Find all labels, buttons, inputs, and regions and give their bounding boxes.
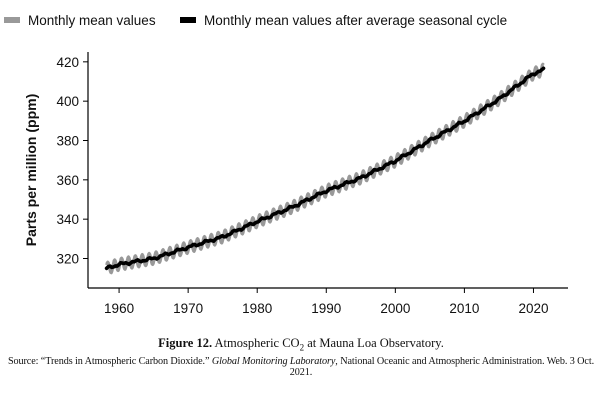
y-axis-label: Parts per million (ppm) [23,94,39,246]
figure-caption: Figure 12. Atmospheric CO2 at Mauna Loa … [0,336,602,353]
x-tick-label: 1960 [104,301,134,316]
figure-title-start: Atmospheric CO [214,336,300,350]
x-tick-label: 2000 [380,301,410,316]
y-tick-label: 360 [56,173,79,188]
plot-area [104,62,546,275]
y-tick-label: 400 [56,94,79,109]
series-seasonal-adjusted-line [104,66,546,271]
source-citation: Source: “Trends in Atmospheric Carbon Di… [0,356,602,378]
figure-title-end: at Mauna Loa Observatory. [307,336,444,350]
y-tick-label: 420 [56,55,79,70]
y-tick-label: 340 [56,212,79,227]
y-ticks: 320 340 360 380 400 420 [56,55,88,267]
x-tick-label: 1990 [311,301,341,316]
figure-title: Atmospheric CO2 at Mauna Loa Observatory… [214,336,444,353]
x-tick-label: 1970 [173,301,203,316]
x-tick-label: 1980 [242,301,272,316]
legend-label-seasonal-adjusted: Monthly mean values after average season… [204,13,507,28]
series-monthly-mean-line [105,62,545,275]
legend: Monthly mean values Monthly mean values … [4,13,507,28]
y-tick-label: 380 [56,134,79,149]
figure-title-subscript: 2 [299,342,305,353]
source-prefix: Source: “Trends in Atmospheric Carbon Di… [7,356,210,367]
source-publisher: Global Monitoring Laboratory [211,356,336,367]
legend-label-monthly-mean: Monthly mean values [28,13,156,28]
x-ticks: 1960 1970 1980 1990 2000 2010 2020 [104,288,548,316]
x-tick-label: 2010 [449,301,479,316]
x-tick-label: 2020 [518,301,548,316]
figure-number: Figure 12. [158,336,213,350]
source-suffix: , National Oceanic and Atmospheric Admin… [289,356,595,378]
y-tick-label: 320 [56,252,79,267]
